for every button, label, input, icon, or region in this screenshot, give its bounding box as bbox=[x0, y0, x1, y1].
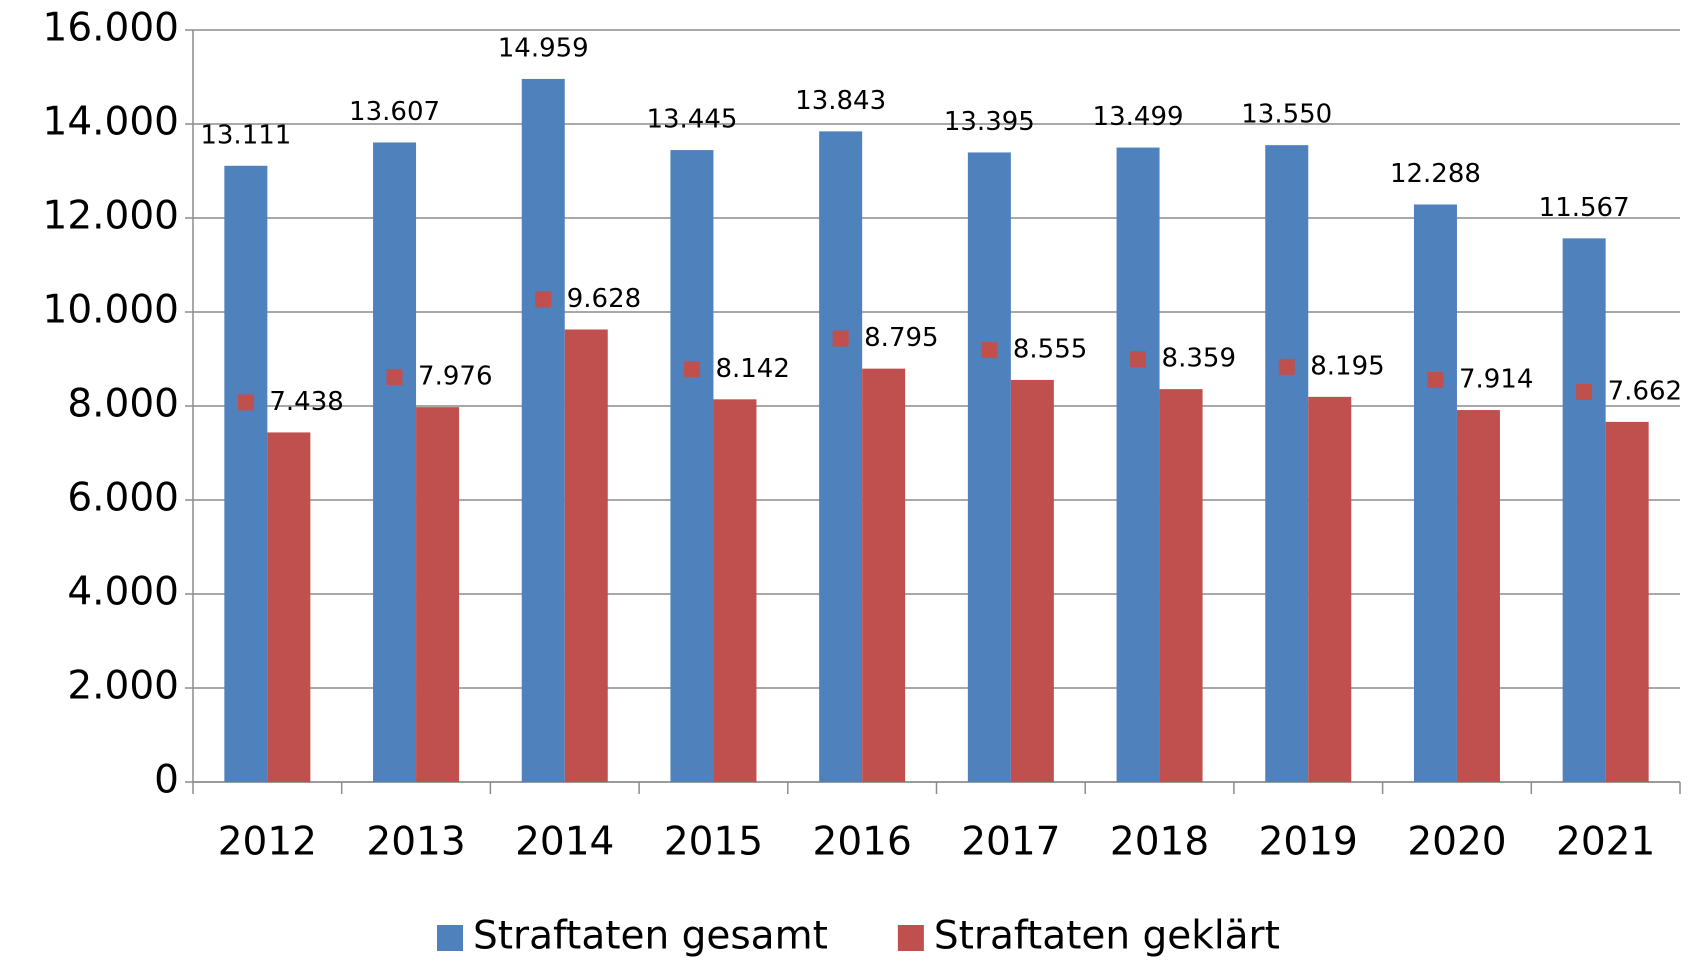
data-label: 13.607 bbox=[349, 97, 440, 127]
data-label: 8.142 bbox=[715, 354, 789, 384]
x-tick-label: 2014 bbox=[515, 820, 614, 865]
data-label: 8.195 bbox=[1310, 351, 1384, 381]
data-label: 8.555 bbox=[1013, 334, 1087, 364]
data-label: 13.445 bbox=[646, 105, 737, 135]
bar bbox=[373, 142, 417, 782]
bar bbox=[1605, 421, 1649, 782]
data-label: 13.550 bbox=[1241, 100, 1332, 130]
x-tick-label: 2018 bbox=[1110, 820, 1209, 865]
x-tick-label: 2015 bbox=[664, 820, 763, 865]
y-tick-label: 6.000 bbox=[67, 476, 179, 521]
legend-label: Straftaten gesamt bbox=[473, 914, 828, 959]
bar bbox=[1456, 410, 1500, 782]
data-label: 12.288 bbox=[1390, 159, 1481, 189]
x-tick-label: 2019 bbox=[1259, 820, 1358, 865]
bar bbox=[967, 152, 1011, 782]
data-label: 11.567 bbox=[1539, 193, 1630, 223]
x-tick-label: 2017 bbox=[961, 820, 1060, 865]
bar bbox=[267, 432, 311, 782]
x-tick-label: 2020 bbox=[1407, 820, 1506, 865]
data-label: 9.628 bbox=[567, 284, 641, 314]
x-tick-label: 2012 bbox=[218, 820, 317, 865]
data-label: 7.976 bbox=[418, 362, 492, 392]
bar bbox=[521, 78, 565, 782]
bar bbox=[1116, 147, 1160, 782]
bar bbox=[819, 131, 863, 782]
bar bbox=[1265, 145, 1309, 782]
x-tick-label: 2021 bbox=[1556, 820, 1655, 865]
label-key bbox=[981, 341, 998, 358]
legend-label: Straftaten geklärt bbox=[934, 914, 1280, 959]
label-key bbox=[1130, 351, 1147, 368]
label-key bbox=[1278, 358, 1295, 375]
bar bbox=[1413, 204, 1457, 783]
bar bbox=[564, 329, 608, 782]
y-tick-label: 14.000 bbox=[43, 100, 179, 145]
data-label: 7.438 bbox=[269, 387, 343, 417]
bar bbox=[416, 407, 460, 782]
y-tick-label: 10.000 bbox=[43, 288, 179, 333]
y-tick-label: 4.000 bbox=[67, 570, 179, 615]
bar bbox=[224, 165, 268, 782]
bar bbox=[670, 150, 714, 782]
label-key bbox=[386, 369, 403, 386]
data-label: 7.914 bbox=[1459, 365, 1533, 395]
y-tick-label: 0 bbox=[154, 758, 179, 803]
x-tick-label: 2016 bbox=[813, 820, 912, 865]
bar bbox=[1562, 238, 1606, 782]
bar bbox=[862, 368, 906, 782]
data-label: 8.359 bbox=[1162, 344, 1236, 374]
label-key bbox=[237, 394, 254, 411]
label-key bbox=[683, 361, 700, 378]
y-tick-label: 8.000 bbox=[67, 382, 179, 427]
data-label: 13.499 bbox=[1093, 102, 1184, 132]
label-key bbox=[535, 291, 552, 308]
bar bbox=[1159, 389, 1203, 782]
data-label: 13.395 bbox=[944, 107, 1035, 137]
bar bbox=[1308, 396, 1352, 782]
data-label: 13.111 bbox=[200, 120, 291, 150]
data-label: 14.959 bbox=[498, 33, 589, 63]
label-key bbox=[832, 330, 849, 347]
y-tick-label: 2.000 bbox=[67, 664, 179, 709]
y-tick-label: 16.000 bbox=[43, 6, 179, 51]
bar bbox=[713, 399, 757, 782]
label-key bbox=[1576, 383, 1593, 400]
data-label: 8.795 bbox=[864, 323, 938, 353]
data-label: 7.662 bbox=[1608, 376, 1682, 406]
x-tick-label: 2013 bbox=[366, 820, 465, 865]
y-tick-label: 12.000 bbox=[43, 194, 179, 239]
bar bbox=[1010, 379, 1054, 782]
data-label: 13.843 bbox=[795, 86, 886, 116]
label-key bbox=[1427, 372, 1444, 389]
legend-swatch bbox=[437, 925, 463, 951]
legend-swatch bbox=[897, 925, 924, 951]
